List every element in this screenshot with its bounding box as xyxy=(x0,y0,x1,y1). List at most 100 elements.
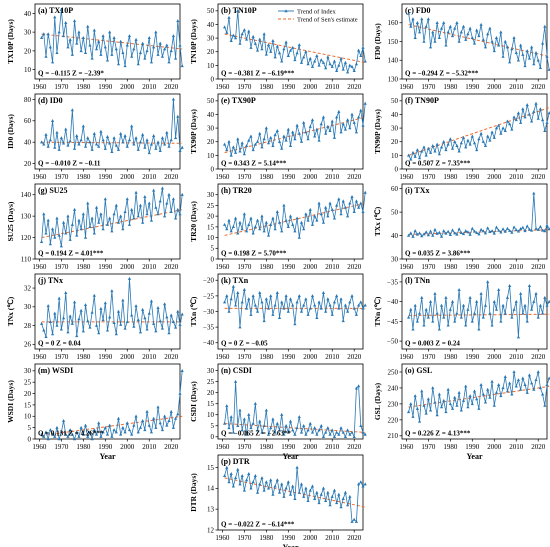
data-point xyxy=(55,50,59,54)
panel-stats: Q = 0.194 Z = 4.01*** xyxy=(38,250,104,258)
data-point xyxy=(534,291,538,295)
data-point xyxy=(152,133,156,137)
data-point xyxy=(231,484,235,488)
data-point xyxy=(545,223,549,227)
data-point xyxy=(499,394,503,398)
data-point xyxy=(470,226,474,230)
x-tick-label: 1970 xyxy=(421,83,436,91)
data-point xyxy=(236,231,240,235)
chart-panel-j: 26 28 30 32 1960 1970 1980 1990 2000 2010 2020 TNx … xyxy=(6,273,184,361)
data-point xyxy=(437,327,441,331)
data-point xyxy=(125,320,129,324)
data-point xyxy=(269,426,273,430)
x-tick-label: 2010 xyxy=(325,534,340,542)
data-point xyxy=(453,26,457,30)
data-point xyxy=(233,379,238,383)
data-point xyxy=(536,370,540,374)
data-point xyxy=(497,43,501,47)
y-tick-label: 0 xyxy=(211,255,215,263)
x-tick-label: 1970 xyxy=(54,83,69,91)
chart-panel-m: 0 5 10 15 20 25 30 1960 1970 1980 1990 2000 2010 2020… xyxy=(6,363,184,461)
y-axis-label: TNn (℃) xyxy=(373,296,382,326)
data-point xyxy=(247,138,251,142)
data-point xyxy=(339,297,343,301)
data-point xyxy=(442,398,446,402)
data-point xyxy=(547,376,550,380)
data-point xyxy=(167,419,171,423)
data-point xyxy=(42,32,46,36)
y-tick-label: 10 xyxy=(207,152,215,160)
data-point xyxy=(242,287,246,291)
data-point xyxy=(222,25,227,29)
y-tick-label: 10 xyxy=(207,234,215,242)
data-point xyxy=(306,499,310,503)
data-point xyxy=(227,218,231,222)
data-point xyxy=(481,37,485,41)
data-point xyxy=(308,207,312,211)
data-point xyxy=(163,414,167,418)
data-point xyxy=(86,319,90,323)
data-point xyxy=(295,123,299,127)
data-point xyxy=(433,39,437,43)
data-point xyxy=(431,144,435,148)
data-point xyxy=(86,24,90,28)
data-point xyxy=(494,390,499,394)
data-point xyxy=(61,141,66,145)
data-point xyxy=(247,471,251,475)
data-point xyxy=(277,220,282,224)
data-point xyxy=(258,419,262,423)
sen-trend-line xyxy=(224,423,366,433)
data-point xyxy=(90,216,94,220)
data-point xyxy=(225,30,229,34)
data-point xyxy=(50,60,55,64)
data-point xyxy=(280,412,284,416)
data-point xyxy=(530,119,534,123)
data-point xyxy=(167,192,171,196)
data-point xyxy=(145,138,149,142)
data-point xyxy=(242,152,246,156)
data-point xyxy=(424,411,428,415)
data-point xyxy=(59,136,63,140)
data-point xyxy=(470,319,474,323)
data-point xyxy=(361,210,365,214)
data-point xyxy=(501,227,505,231)
data-point xyxy=(94,142,99,146)
data-point xyxy=(260,300,264,304)
plot-frame xyxy=(217,3,364,80)
data-point xyxy=(88,325,92,329)
data-point xyxy=(479,291,483,295)
x-tick-label: 2010 xyxy=(325,353,340,361)
data-point xyxy=(411,17,415,21)
data-point xyxy=(222,474,227,478)
data-point xyxy=(512,35,516,39)
data-point xyxy=(160,326,165,330)
y-tick-label: 80 xyxy=(24,96,32,104)
data-point xyxy=(132,142,136,146)
data-point xyxy=(165,423,169,427)
data-point xyxy=(472,311,477,315)
data-point xyxy=(233,303,238,307)
data-point xyxy=(534,101,538,105)
data-point xyxy=(273,55,277,59)
data-point xyxy=(406,233,411,237)
data-point xyxy=(291,130,295,134)
data-point xyxy=(48,428,52,432)
data-point xyxy=(444,295,448,299)
data-point xyxy=(326,124,330,128)
data-point xyxy=(532,387,536,391)
data-point xyxy=(147,151,151,155)
data-point xyxy=(46,32,50,36)
data-point xyxy=(280,229,284,233)
data-point xyxy=(530,228,534,232)
data-point xyxy=(297,490,301,494)
data-point xyxy=(310,294,315,298)
data-point xyxy=(304,130,308,134)
data-point xyxy=(176,207,180,211)
data-point xyxy=(258,131,262,135)
data-point xyxy=(466,307,470,311)
data-point xyxy=(523,64,527,68)
data-point xyxy=(46,437,50,441)
data-point xyxy=(286,430,290,434)
data-point xyxy=(299,309,304,313)
x-tick-label: 1980 xyxy=(259,534,274,542)
